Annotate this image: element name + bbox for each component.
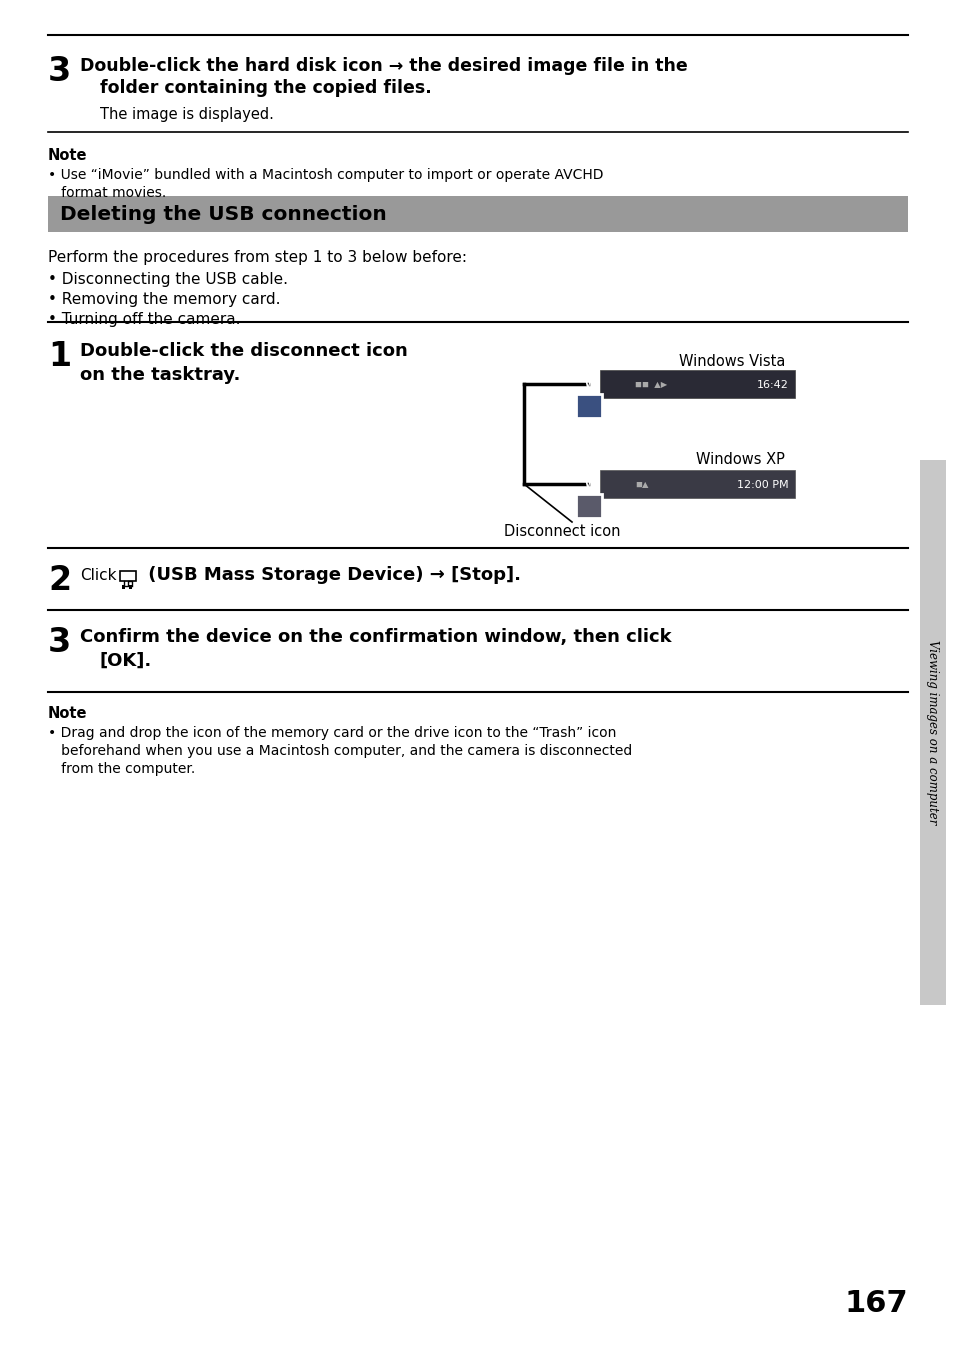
Text: (USB Mass Storage Device) → [Stop].: (USB Mass Storage Device) → [Stop]. [142,566,520,584]
Text: Confirm the device on the confirmation window, then click: Confirm the device on the confirmation w… [80,628,671,646]
Bar [48,196,907,231]
Text: • Turning off the camera.: • Turning off the camera. [48,312,240,327]
Text: Disconnect icon: Disconnect icon [503,525,619,539]
Text: • Disconnecting the USB cable.: • Disconnecting the USB cable. [48,272,288,286]
Text: Note: Note [48,148,88,163]
Bar [120,572,136,581]
Text: on the tasktray.: on the tasktray. [80,366,240,385]
Text: Windows Vista: Windows Vista [678,354,784,369]
Bar [576,494,601,518]
Text: The image is displayed.: The image is displayed. [100,108,274,122]
Text: • Use “iMovie” bundled with a Macintosh computer to import or operate AVCHD: • Use “iMovie” bundled with a Macintosh … [48,168,603,182]
Text: Windows XP: Windows XP [696,452,784,467]
Text: W: W [584,381,595,390]
Text: ◼◼  ▲▶: ◼◼ ▲▶ [635,381,666,390]
Bar [599,469,794,498]
Text: 3: 3 [48,55,71,87]
Text: Double-click the disconnect icon: Double-click the disconnect icon [80,342,407,360]
Text: beforehand when you use a Macintosh computer, and the camera is disconnected: beforehand when you use a Macintosh comp… [48,744,632,759]
Text: Note: Note [48,706,88,721]
Text: Deleting the USB connection: Deleting the USB connection [60,206,386,225]
Text: from the computer.: from the computer. [48,763,195,776]
Bar [576,394,601,418]
Text: Viewing images on a computer: Viewing images on a computer [925,640,939,824]
Text: Double-click the hard disk icon → the desired image file in the: Double-click the hard disk icon → the de… [80,56,687,75]
Text: Perform the procedures from step 1 to 3 below before:: Perform the procedures from step 1 to 3 … [48,250,467,265]
Text: ◼▲: ◼▲ [635,480,648,490]
Text: Click: Click [80,568,116,582]
Bar [919,460,945,1005]
Bar [599,370,794,398]
Text: folder containing the copied files.: folder containing the copied files. [100,79,432,97]
Text: 167: 167 [843,1289,907,1318]
Text: • Removing the memory card.: • Removing the memory card. [48,292,280,307]
Text: format movies.: format movies. [48,186,166,200]
Text: [OK].: [OK]. [100,652,152,670]
Text: W: W [584,480,595,490]
Text: 3: 3 [48,625,71,659]
Text: 2: 2 [48,564,71,597]
Text: 16:42: 16:42 [757,381,788,390]
Text: • Drag and drop the icon of the memory card or the drive icon to the “Trash” ico: • Drag and drop the icon of the memory c… [48,726,616,740]
Text: 12:00 PM: 12:00 PM [737,480,788,490]
Bar [129,585,132,589]
Text: 1: 1 [48,340,71,373]
Bar [122,585,125,589]
